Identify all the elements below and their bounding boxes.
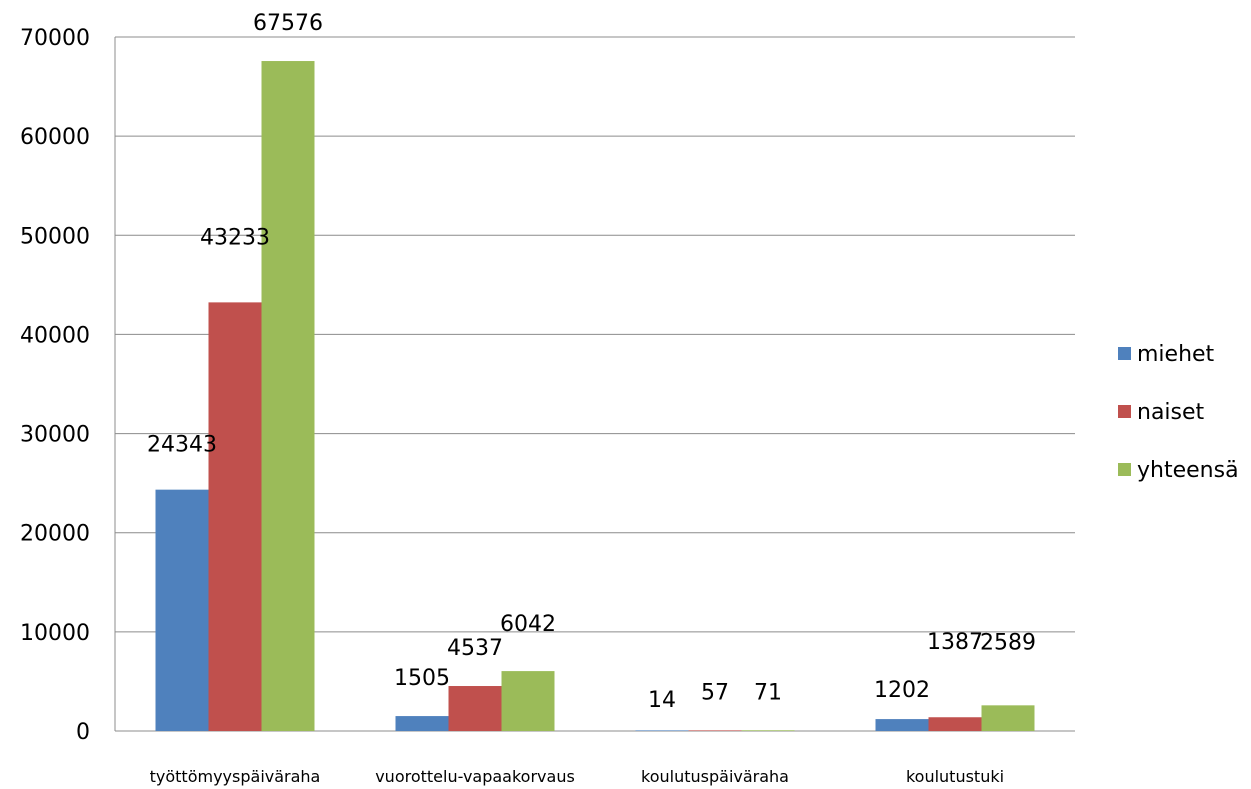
y-tick-label: 60000 (20, 125, 90, 150)
legend: miehet naiset yhteensä (1118, 342, 1239, 483)
x-category-label: työttömyyspäiväraha (150, 767, 321, 786)
y-tick-label: 20000 (20, 522, 90, 547)
legend-swatch-yhteensä (1118, 463, 1131, 476)
bar-yhteensä-3 (981, 705, 1035, 731)
legend-swatch-miehet (1118, 347, 1131, 360)
data-label: 2589 (980, 630, 1036, 655)
bar-yhteensä-1 (501, 671, 555, 731)
data-label: 24343 (147, 433, 217, 458)
y-axis-ticks: 0 10000 20000 30000 40000 50000 60000 70000 (20, 26, 90, 745)
bar-miehet-0 (155, 489, 209, 731)
data-label: 71 (754, 680, 782, 705)
bar-miehet-1 (395, 716, 449, 731)
x-category-label: vuorottelu-vapaakorvaus (375, 767, 575, 786)
legend-label: yhteensä (1137, 458, 1239, 483)
data-label: 43233 (200, 225, 270, 250)
bar-yhteensä-2 (741, 730, 795, 731)
bar-naiset-0 (208, 302, 262, 731)
y-tick-label: 10000 (20, 621, 90, 646)
x-category-label: koulutuspäiväraha (641, 767, 789, 786)
legend-label: miehet (1137, 342, 1215, 367)
data-label: 57 (701, 680, 729, 705)
bar-yhteensä-0 (261, 61, 315, 732)
bar-miehet-3 (875, 719, 929, 731)
y-tick-label: 50000 (20, 224, 90, 249)
data-label: 1387 (927, 630, 983, 655)
x-axis-categories: työttömyyspäiväraha vuorottelu-vapaakorva… (150, 767, 1004, 786)
bar-miehet-2 (635, 730, 689, 731)
data-label: 4537 (447, 636, 503, 661)
bar-naiset-2 (688, 730, 742, 731)
data-label: 1202 (874, 678, 930, 703)
data-label: 67576 (253, 11, 323, 36)
legend-swatch-naiset (1118, 405, 1131, 418)
bar-naiset-3 (928, 717, 982, 731)
bars (155, 61, 1035, 732)
y-tick-label: 40000 (20, 323, 90, 348)
y-tick-label: 30000 (20, 423, 90, 448)
y-tick-label: 70000 (20, 26, 90, 51)
x-category-label: koulutustuki (906, 767, 1004, 786)
legend-label: naiset (1137, 400, 1205, 425)
data-label: 14 (648, 688, 676, 713)
bar-naiset-1 (448, 686, 502, 731)
y-tick-label: 0 (76, 720, 90, 745)
data-label: 6042 (500, 612, 556, 637)
data-label: 1505 (394, 666, 450, 691)
